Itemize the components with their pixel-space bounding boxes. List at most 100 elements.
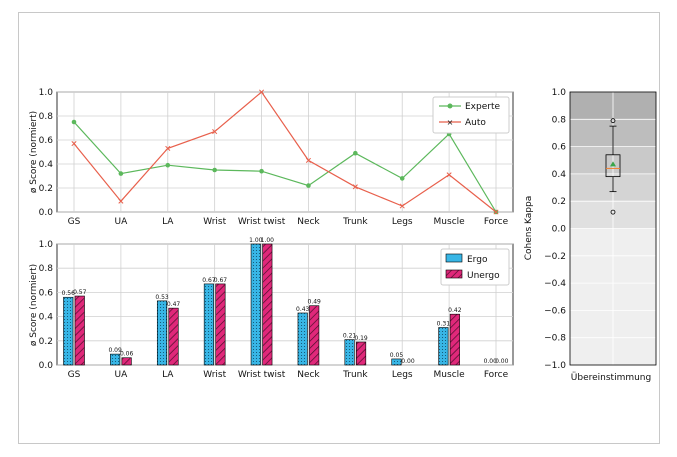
bar-plot-area xyxy=(56,243,514,366)
line-point xyxy=(305,157,311,163)
box-plot-area xyxy=(569,91,657,366)
box-ytick-label: 0.2 xyxy=(552,197,566,207)
bar-unergo xyxy=(356,341,367,366)
line-point xyxy=(353,150,358,156)
line-ytick-label: 0.6 xyxy=(39,136,54,146)
line-xtick-label: Trunk xyxy=(342,217,368,227)
box-ytick-label: 1.0 xyxy=(552,88,567,98)
line-ytick-label: 0.4 xyxy=(39,160,54,170)
line-xtick-label: GS xyxy=(68,217,81,227)
legend-ergo-swatch xyxy=(445,253,463,263)
bar-xtick-label: Wrist twist xyxy=(238,370,286,380)
legend-unergo-label: Unergo xyxy=(467,271,500,281)
legend-auto-label: Auto xyxy=(465,118,486,128)
line-point xyxy=(118,198,124,204)
line-xtick-label: Wrist twist xyxy=(238,217,286,227)
line-ytick-label: 1.0 xyxy=(39,88,54,98)
line-ylabel: ø Score (normiert) xyxy=(29,111,39,193)
bar-value-label: 0.00 xyxy=(401,358,415,365)
line-point xyxy=(259,89,265,95)
bar-xtick-label: Neck xyxy=(297,370,320,380)
legend-experte-label: Experte xyxy=(465,102,500,112)
bar-xtick-label: Legs xyxy=(392,370,413,380)
bar-value-label: 0.21 xyxy=(343,333,357,340)
bar-legend: Ergo Unergo xyxy=(440,248,510,286)
bar-unergo xyxy=(449,313,460,366)
line-point xyxy=(165,162,171,168)
line-point xyxy=(399,176,405,181)
box-ytick-label: −0.4 xyxy=(544,279,566,289)
line-series-experte xyxy=(73,121,497,213)
line-xtick-label: Neck xyxy=(297,217,320,227)
line-xtick-label: Wrist xyxy=(203,217,226,227)
line-xtick-label: Muscle xyxy=(434,217,466,227)
legend-unergo-swatch xyxy=(445,269,463,279)
bar-value-label: 1.00 xyxy=(249,237,263,244)
bar-xtick-label: Force xyxy=(484,370,509,380)
bar-value-label: 0.47 xyxy=(167,301,181,308)
bar-value-label: 0.00 xyxy=(484,358,498,365)
box-mean-marker xyxy=(610,161,616,167)
bar-unergo xyxy=(74,295,85,366)
line-point xyxy=(493,209,499,215)
bar-value-label: 0.67 xyxy=(214,277,228,284)
line-point xyxy=(352,184,358,190)
box-ytick-label: −0.6 xyxy=(544,306,566,316)
line-series-auto xyxy=(73,91,497,213)
bar-ytick-label: 0.8 xyxy=(39,264,54,274)
line-xtick-label: Legs xyxy=(392,217,413,227)
bar-unergo xyxy=(309,305,320,366)
line-chart: 0.0 0.2 0.4 0.6 0.8 1.0 GS UA LA Wrist Wrist twis… xyxy=(29,88,514,227)
box-ytick-label: 0.8 xyxy=(552,115,567,125)
box-ytick-label: 0.0 xyxy=(552,225,567,235)
bar-value-label: 0.53 xyxy=(155,294,169,301)
box-ytick-label: −0.8 xyxy=(544,334,566,344)
line-point xyxy=(71,141,77,147)
legend-ergo-label: Ergo xyxy=(467,255,488,265)
bar-unergo xyxy=(262,243,273,366)
box-plot: 1.0 0.8 0.6 0.4 0.2 0.0 −0.2 −0.4 −0.6 −0.8 −1.0 C… xyxy=(524,88,657,383)
bar-unergo xyxy=(121,357,132,366)
bar-ytick-label: 1.0 xyxy=(39,240,54,250)
bar-value-label: 0.09 xyxy=(108,347,122,354)
line-point xyxy=(71,119,77,125)
bar-value-label: 0.49 xyxy=(308,299,322,306)
bar-chart: 0.0 0.2 0.4 0.6 0.8 1.0 GS UA LA Wrist Wrist twis… xyxy=(29,237,514,380)
box-ytick-label: −1.0 xyxy=(544,361,566,371)
line-point xyxy=(212,129,218,135)
bar-xtick-label: Wrist xyxy=(203,370,226,380)
box-ylabel: Cohens Kappa xyxy=(524,196,534,261)
box-outlier xyxy=(610,209,616,215)
bar-ytick-label: 0.4 xyxy=(39,313,54,323)
bar-value-label: 0.57 xyxy=(73,289,87,296)
bar-value-label: 0.67 xyxy=(202,277,216,284)
bar-ergo xyxy=(250,243,261,366)
bar-value-label: 0.43 xyxy=(296,306,310,313)
line-point xyxy=(446,172,452,178)
legend-auto-marker: × xyxy=(447,118,454,127)
bar-value-label: 0.56 xyxy=(62,290,76,297)
bar-xtick-label: GS xyxy=(68,370,81,380)
line-point xyxy=(306,183,311,188)
box-iqr xyxy=(605,154,621,178)
box-ytick-label: 0.6 xyxy=(552,143,567,153)
bar-ylabel: ø Score (normiert) xyxy=(29,264,39,346)
bar-xtick-label: UA xyxy=(115,370,129,380)
line-xtick-label: LA xyxy=(162,217,174,227)
line-point xyxy=(165,145,171,151)
line-point xyxy=(212,167,217,173)
line-point xyxy=(118,171,124,176)
bar-value-label: 0.05 xyxy=(390,352,404,359)
box-ytick-label: −0.2 xyxy=(544,252,566,262)
bar-xtick-label: Muscle xyxy=(434,370,466,380)
line-ytick-label: 0.0 xyxy=(39,208,54,218)
bar-ergo xyxy=(203,283,214,366)
box-xlabel: Übereinstimmung xyxy=(571,372,651,383)
bar-value-label: 1.00 xyxy=(261,237,275,244)
bar-ergo xyxy=(110,353,121,366)
legend-experte-marker xyxy=(447,103,453,109)
bar-value-label: 0.31 xyxy=(437,320,451,327)
bar-ergo xyxy=(438,327,449,366)
line-ytick-label: 0.8 xyxy=(39,112,54,122)
